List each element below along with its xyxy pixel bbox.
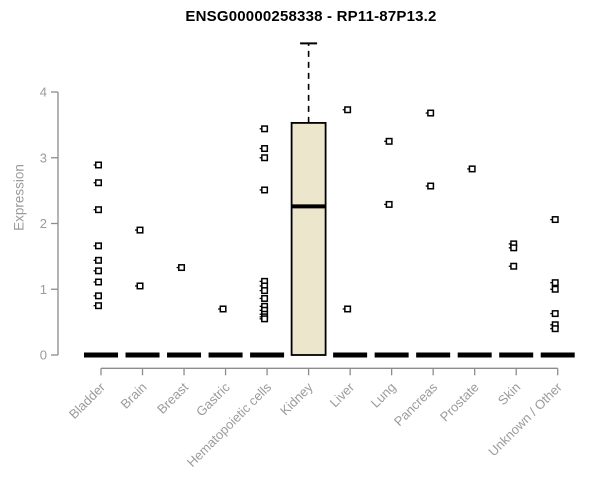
x-tick-label: Unknown / Other	[485, 379, 565, 459]
x-tick-label: Skin	[495, 380, 523, 408]
outlier-point	[551, 279, 559, 287]
outlier-point	[95, 161, 102, 169]
outlier-point	[551, 325, 559, 333]
outlier-point	[261, 186, 269, 194]
x-tick-label: Pancreas	[391, 379, 441, 429]
chart-title: ENSG00000258338 - RP11-87P13.2	[185, 8, 437, 25]
collapsed-box-bar	[250, 352, 285, 358]
outlier-point	[510, 244, 518, 252]
outlier-point	[261, 154, 269, 162]
outlier-point	[95, 292, 102, 300]
outlier-point	[427, 109, 435, 117]
y-tick-label: 0	[40, 348, 47, 363]
outlier-point	[95, 278, 102, 286]
outlier-point	[95, 267, 102, 275]
collapsed-box-bar	[125, 352, 160, 358]
y-tick-label: 4	[40, 85, 47, 100]
outlier-point	[219, 305, 227, 313]
y-tick-label: 3	[40, 150, 47, 165]
collapsed-box-bar	[457, 352, 492, 358]
outlier-point	[261, 125, 269, 133]
outlier-point	[95, 242, 102, 250]
y-tick-label: 2	[40, 216, 47, 231]
collapsed-box-bar	[540, 352, 575, 358]
outlier-point	[95, 256, 102, 264]
outlier-point	[427, 182, 435, 190]
collapsed-box-bar	[499, 352, 534, 358]
outlier-point	[385, 137, 393, 145]
x-tick-label: Bladder	[66, 379, 109, 422]
outlier-point	[344, 305, 352, 313]
outlier-point	[136, 282, 144, 290]
x-tick-label: Kidney	[277, 379, 316, 418]
outlier-point	[261, 294, 269, 302]
outlier-point	[136, 226, 144, 234]
box	[290, 122, 327, 356]
outlier-point	[178, 264, 186, 272]
x-tick-label: Brain	[118, 380, 150, 412]
outlier-point	[551, 310, 559, 318]
x-tick-label: Lung	[368, 380, 399, 411]
outlier-point	[510, 262, 518, 270]
collapsed-box-bar	[374, 352, 409, 358]
collapsed-box-bar	[416, 352, 451, 358]
y-tick-label: 1	[40, 282, 47, 297]
outlier-point	[551, 285, 559, 293]
outlier-point	[95, 206, 102, 214]
outlier-point	[261, 287, 269, 295]
x-tick-label: Breast	[154, 379, 191, 416]
outlier-point	[468, 165, 476, 173]
outlier-point	[95, 179, 102, 187]
collapsed-box-bar	[167, 352, 202, 358]
outlier-point	[261, 315, 269, 323]
x-tick-label: Gastric	[193, 379, 233, 419]
outlier-point	[95, 302, 102, 310]
x-tick-label: Prostate	[437, 380, 482, 425]
outlier-point	[344, 106, 352, 114]
outlier-point	[261, 145, 269, 153]
x-tick-label: Liver	[327, 379, 358, 410]
outlier-point	[551, 216, 559, 224]
collapsed-box-bar	[208, 352, 243, 358]
collapsed-box-bar	[84, 352, 118, 358]
outlier-point	[385, 200, 393, 208]
collapsed-box-bar	[333, 352, 368, 358]
